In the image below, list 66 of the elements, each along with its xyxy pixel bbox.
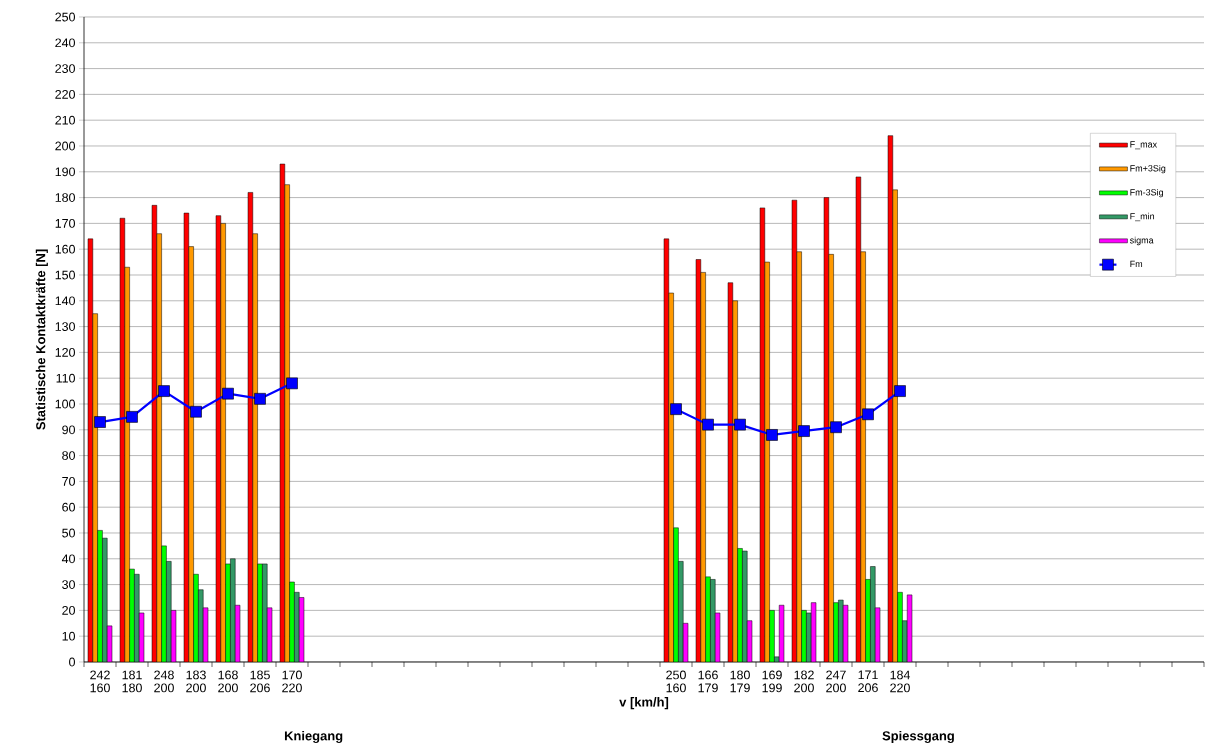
point (830, 421, 842, 433)
point (222, 387, 234, 400)
legend-label: Fm (1130, 260, 1143, 267)
y-tick-label: 180 (55, 193, 75, 202)
y-tick-label: 120 (55, 347, 75, 357)
y-tick-label: 90 (62, 425, 75, 435)
y-tick-label: 190 (55, 167, 75, 177)
x-axis-title: v [km/h] (619, 697, 669, 710)
point (766, 429, 778, 441)
y-tick-label: 250 (55, 12, 75, 22)
y-tick-label: 210 (55, 115, 75, 125)
x-tick-label: 170 220 (282, 670, 302, 693)
y-tick-label: 20 (62, 605, 75, 615)
x-tick-label: 182 200 (794, 670, 814, 693)
point (254, 393, 266, 405)
point (798, 425, 810, 437)
text: Kniegang (284, 730, 343, 744)
y-tick-label: 200 (55, 141, 75, 151)
x-tick-label: 185 206 (250, 670, 270, 693)
y-tick-label: 140 (55, 296, 75, 306)
y-tick-label: 10 (62, 631, 75, 641)
legend-label: Fm-3Sig (1130, 188, 1163, 198)
text: Spiessgang (882, 730, 954, 744)
x-tick-label: 181 180 (122, 670, 142, 693)
y-tick-label: 100 (55, 399, 75, 409)
y-tick-label: 150 (55, 270, 75, 280)
y-tick-label: 50 (62, 528, 75, 538)
y-tick-label: 160 (55, 244, 75, 254)
point (670, 403, 682, 415)
point (734, 418, 746, 431)
y-tick-label: 80 (62, 451, 75, 460)
x-tick-label: 248 200 (154, 670, 174, 693)
y-tick-label: 220 (55, 89, 75, 99)
x-tick-label: 169 199 (762, 670, 782, 693)
x-tick-label: 184 220 (890, 670, 911, 693)
legend-label: F_min (1130, 212, 1155, 222)
point (894, 385, 906, 397)
y-tick-label: 240 (55, 38, 75, 48)
x-tick-label: 250 160 (666, 670, 686, 693)
y-axis-title: Statistische Kontaktkräfte [N] (35, 249, 48, 430)
x-tick-label: 183 200 (186, 670, 206, 693)
y-tick-label: 70 (62, 476, 75, 486)
legend-label: F_max (1130, 141, 1157, 150)
x-tick-label: 168 200 (218, 670, 238, 693)
legend-label: sigma (1129, 236, 1154, 246)
y-tick-label: 230 (55, 64, 75, 73)
point (158, 385, 170, 397)
x-tick-label: 180 179 (730, 670, 750, 693)
y-tick-label: 130 (55, 322, 75, 331)
point (190, 405, 202, 418)
legend-label: Fm+3Sig (1130, 164, 1166, 174)
point (702, 418, 714, 431)
y-tick-label: 110 (56, 373, 75, 383)
x-tick-label: 247 200 (826, 670, 846, 693)
y-tick-label: 0 (69, 657, 75, 667)
x-tick-label: 171 206 (858, 670, 878, 693)
point (94, 416, 106, 428)
y-tick-label: 30 (62, 580, 75, 589)
x-tick-label: 166 179 (698, 670, 718, 693)
y-tick-label: 40 (61, 554, 75, 564)
point (286, 377, 298, 390)
y-tick-label: 60 (62, 502, 75, 512)
y-tick-label: 170 (55, 218, 75, 228)
x-tick-label: 242 160 (90, 670, 110, 693)
point (126, 411, 138, 423)
point (862, 408, 874, 421)
